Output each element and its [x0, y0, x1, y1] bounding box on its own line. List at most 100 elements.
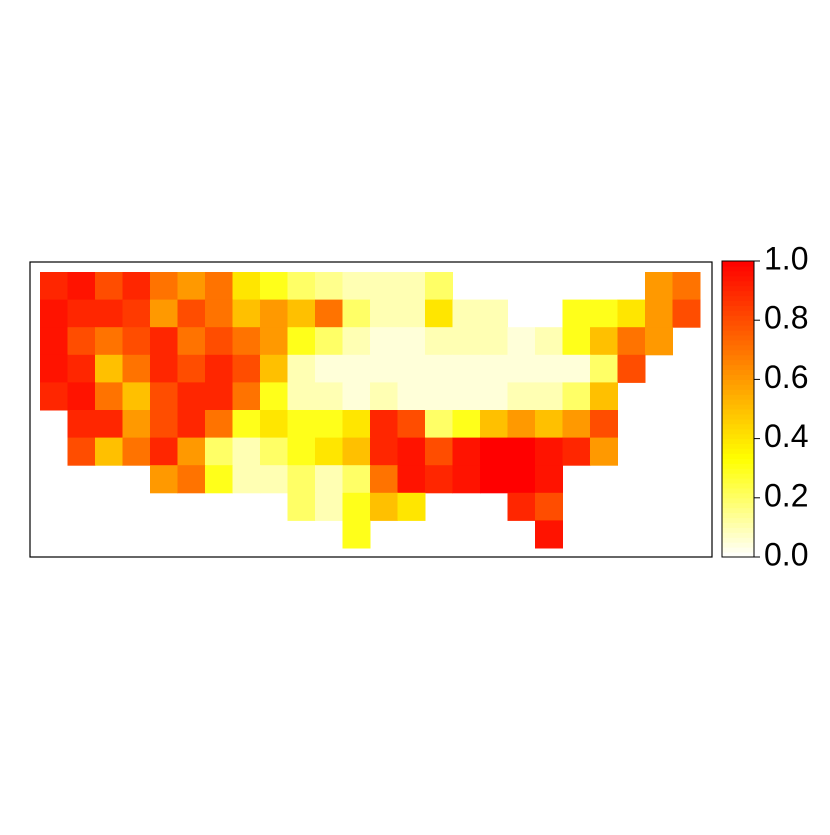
grid-cell — [232, 272, 261, 301]
grid-cell — [150, 327, 178, 356]
grid-cell — [315, 410, 343, 439]
colorbar-step — [722, 487, 754, 494]
grid-cell — [122, 382, 151, 411]
colorbar-step — [722, 300, 754, 306]
colorbar-step — [722, 325, 754, 331]
grid-cell — [397, 410, 426, 439]
grid-cell — [40, 272, 68, 301]
colorbar-step — [722, 438, 754, 445]
grid-cell — [452, 354, 481, 383]
grid-cell — [260, 327, 288, 356]
grid-cell — [342, 410, 371, 439]
colorbar-tick-label: 0.8 — [764, 300, 808, 336]
grid-cell — [67, 299, 96, 328]
grid-cell — [342, 272, 371, 301]
colorbar-step — [722, 423, 754, 430]
grid-cell — [260, 410, 288, 439]
grid-cell — [287, 465, 316, 494]
grid-cell — [315, 272, 343, 301]
colorbar-step — [722, 483, 754, 489]
grid-cell — [397, 437, 426, 466]
grid-cell — [452, 410, 481, 439]
grid-cell — [425, 354, 453, 383]
grid-cell — [95, 354, 123, 383]
colorbar-step — [722, 404, 754, 410]
colorbar-step — [722, 379, 754, 385]
grid-cell — [177, 272, 206, 301]
grid-cell — [370, 410, 398, 439]
colorbar-step — [722, 433, 754, 440]
colorbar-step — [722, 517, 754, 523]
grid-cell — [287, 354, 316, 383]
colorbar-step — [722, 265, 754, 272]
grid-cell — [205, 465, 233, 494]
colorbar-step — [722, 330, 754, 336]
grid-cell — [507, 410, 536, 439]
colorbar-step — [722, 374, 754, 380]
grid-cell — [40, 299, 68, 328]
grid-cell — [40, 354, 68, 383]
grid-cell — [370, 437, 398, 466]
colorbar-step — [722, 413, 754, 420]
colorbar-step — [722, 522, 754, 528]
grid-cell — [562, 299, 591, 328]
grid-cell — [590, 354, 618, 383]
grid-cell — [562, 437, 591, 466]
grid-cell — [562, 327, 591, 356]
grid-cell — [590, 410, 618, 439]
colorbar-step — [722, 409, 754, 415]
grid-cell — [507, 382, 536, 411]
grid-cell — [342, 465, 371, 494]
grid-cell — [342, 354, 371, 383]
colorbar-step — [722, 478, 754, 484]
grid-cell — [342, 299, 371, 328]
grid-cell — [425, 272, 453, 301]
grid-cell — [452, 465, 481, 494]
heat-grid — [40, 272, 701, 549]
grid-cell — [370, 272, 398, 301]
grid-cell — [287, 492, 316, 521]
colorbar-step — [722, 448, 754, 454]
grid-cell — [645, 272, 673, 301]
grid-cell — [177, 410, 206, 439]
colorbar-tick-label: 0.0 — [764, 536, 808, 572]
colorbar-step — [722, 428, 754, 435]
grid-cell — [645, 327, 673, 356]
colorbar-step — [722, 453, 754, 459]
grid-cell — [287, 410, 316, 439]
grid-cell — [287, 327, 316, 356]
grid-cell — [260, 272, 288, 301]
colorbar-step — [722, 443, 754, 449]
colorbar-step — [722, 369, 754, 375]
grid-cell — [535, 354, 563, 383]
grid-cell — [370, 299, 398, 328]
grid-cell — [507, 492, 536, 521]
grid-cell — [95, 410, 123, 439]
grid-cell — [177, 299, 206, 328]
grid-cell — [535, 437, 563, 466]
grid-cell — [260, 354, 288, 383]
grid-cell — [40, 327, 68, 356]
grid-cell — [370, 465, 398, 494]
grid-cell — [617, 299, 646, 328]
grid-cell — [315, 354, 343, 383]
grid-cell — [315, 327, 343, 356]
grid-cell — [232, 299, 261, 328]
grid-cell — [342, 492, 371, 521]
grid-cell — [260, 465, 288, 494]
grid-cell — [205, 327, 233, 356]
grid-cell — [177, 354, 206, 383]
colorbar-step — [722, 492, 754, 499]
grid-cell — [232, 382, 261, 411]
grid-cell — [535, 410, 563, 439]
grid-cell — [232, 465, 261, 494]
grid-cell — [397, 465, 426, 494]
colorbar-step — [722, 305, 754, 311]
grid-cell — [370, 492, 398, 521]
grid-cell — [150, 382, 178, 411]
grid-cell — [150, 354, 178, 383]
colorbar-step — [722, 527, 754, 533]
grid-cell — [205, 299, 233, 328]
grid-cell — [67, 327, 96, 356]
grid-cell — [232, 327, 261, 356]
